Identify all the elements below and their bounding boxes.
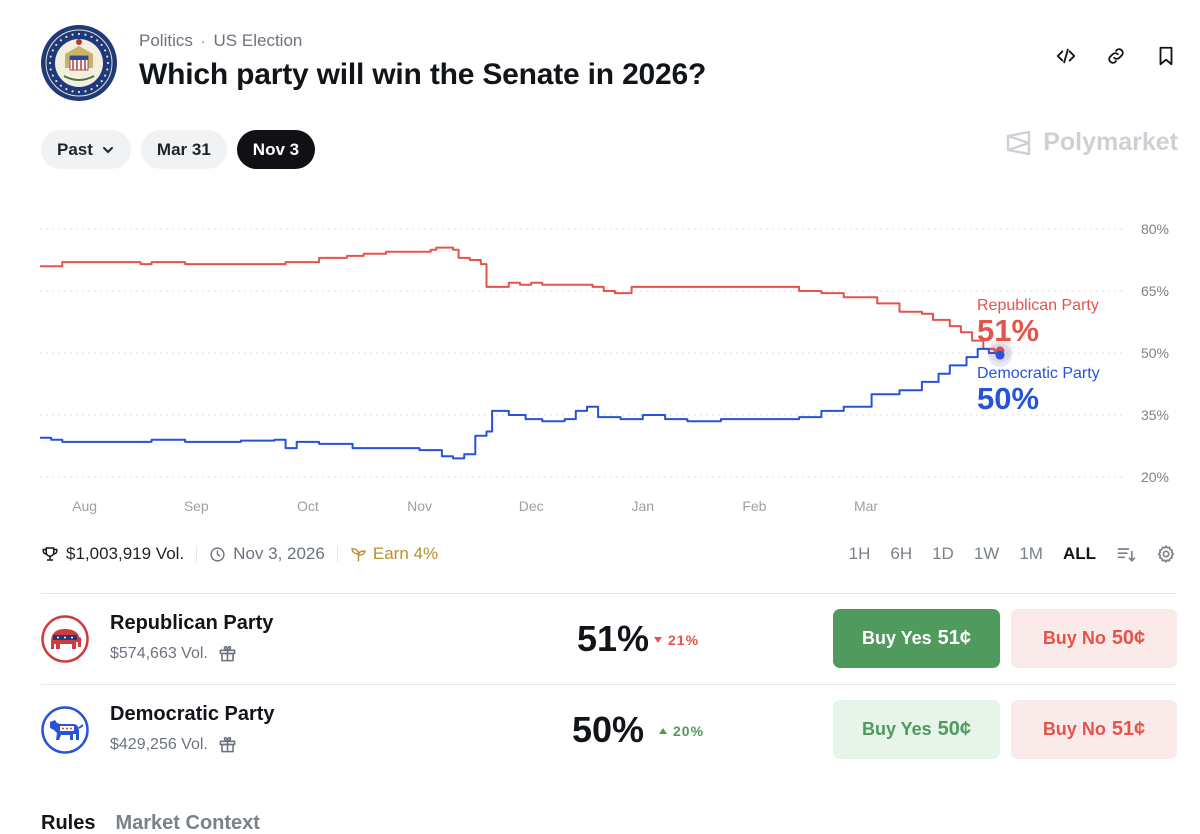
republican-elephant-logo [41, 615, 89, 663]
buy-no-price: 51¢ [1111, 718, 1146, 740]
caret-up-icon [659, 728, 667, 734]
buy-yes-price: 50¢ [937, 718, 972, 740]
breadcrumb-subcategory[interactable]: US Election [213, 31, 303, 50]
x-tick-label: Nov [407, 498, 432, 514]
buy-yes-label: Buy Yes [861, 719, 932, 739]
series-label-name: Republican Party [977, 297, 1099, 314]
outcome-change-up: 20% [658, 723, 704, 739]
buy-yes-button[interactable]: Buy Yes 51¢ [833, 609, 1000, 668]
earn-badge[interactable]: Earn 4% [350, 544, 438, 564]
outcome-change-value: 21% [668, 632, 700, 648]
gear-icon[interactable] [1156, 544, 1176, 564]
end-date: Nov 3, 2026 [209, 544, 325, 564]
range-1d[interactable]: 1D [932, 544, 954, 563]
buy-no-button[interactable]: Buy No 50¢ [1011, 609, 1177, 668]
market-stats: $1,003,919 Vol. Nov 3, 2026 Earn 4% [41, 544, 438, 564]
divider [41, 684, 1177, 685]
chevron-down-icon [102, 146, 113, 153]
buy-yes-price: 51¢ [937, 627, 972, 649]
buy-no-label: Buy No [1042, 628, 1106, 648]
x-tick-label: Oct [297, 498, 319, 514]
x-tick-label: Feb [742, 498, 766, 514]
series-label-value: 50% [977, 381, 1039, 416]
y-tick-label: 65% [1141, 283, 1169, 299]
x-tick-label: Sep [184, 498, 209, 514]
caret-down-icon [654, 637, 662, 643]
polymarket-logo-icon [1007, 130, 1031, 155]
date-pill-nov-3[interactable]: Nov 3 [236, 130, 316, 169]
buy-no-price: 50¢ [1111, 627, 1146, 649]
price-history-chart[interactable]: 80% 65% 50% 35% 20% Aug Sep Oct Nov Dec Jan Feb Mar R… [0, 205, 1200, 525]
sprout-icon [351, 547, 366, 562]
clock-icon [210, 546, 225, 562]
link-icon[interactable] [1104, 44, 1128, 68]
series-label-name: Democratic Party [977, 365, 1100, 382]
x-tick-label: Jan [632, 498, 655, 514]
outcome-row-democratic[interactable]: Democratic Party $429,256 Vol. 50% 20% B… [41, 685, 1177, 775]
breadcrumb-separator: · [200, 33, 206, 49]
divider [41, 593, 1177, 594]
breadcrumb-category[interactable]: Politics [139, 31, 193, 50]
divider [336, 546, 338, 562]
x-tick-label: Aug [72, 498, 97, 514]
outcome-probability: 50% [572, 709, 645, 750]
total-volume-value: $1,003,919 Vol. [66, 544, 185, 563]
embed-icon[interactable] [1054, 44, 1078, 68]
outcome-volume-value: $429,256 Vol. [110, 735, 208, 753]
sort-icon[interactable] [1116, 544, 1136, 564]
detail-tabs: Rules Market Context [41, 812, 260, 834]
outcome-name: Democratic Party [110, 703, 275, 725]
trophy-icon [42, 547, 58, 561]
header-actions [1054, 44, 1178, 68]
outcome-row-republican[interactable]: Republican Party $574,663 Vol. 51% 21% B… [41, 594, 1177, 684]
outcome-volume: $429,256 Vol. [110, 735, 237, 754]
series-label-value: 51% [977, 313, 1039, 348]
series-line-republican [40, 246, 1000, 352]
end-date-value: Nov 3, 2026 [233, 544, 325, 563]
range-1h[interactable]: 1H [848, 544, 871, 563]
breadcrumb: Politics · US Election [139, 31, 302, 51]
series-line-democratic [40, 347, 1001, 460]
tab-market-context[interactable]: Market Context [115, 812, 260, 834]
buy-yes-button[interactable]: Buy Yes 50¢ [833, 700, 1000, 759]
x-tick-label: Dec [519, 498, 544, 514]
date-pill-mar-31[interactable]: Mar 31 [140, 130, 227, 169]
earn-label: Earn 4% [372, 544, 439, 563]
gift-icon[interactable] [218, 644, 237, 663]
y-tick-label: 50% [1141, 345, 1169, 361]
date-filter-row: Past Mar 31 Nov 3 [41, 130, 316, 169]
buy-yes-label: Buy Yes [861, 628, 932, 648]
range-6h[interactable]: 6H [890, 544, 913, 563]
y-tick-label: 80% [1141, 221, 1169, 237]
series-endpoint [995, 350, 1005, 360]
page-title: Which party will win the Senate in 2026? [139, 58, 707, 91]
divider [196, 546, 198, 562]
y-tick-label: 20% [1141, 469, 1169, 485]
outcome-volume: $574,663 Vol. [110, 644, 237, 663]
y-tick-label: 35% [1141, 407, 1169, 423]
buy-no-label: Buy No [1042, 719, 1106, 739]
range-1m[interactable]: 1M [1019, 544, 1043, 563]
outcome-volume-value: $574,663 Vol. [110, 644, 208, 662]
range-all[interactable]: ALL [1062, 544, 1096, 563]
past-label: Past [57, 139, 93, 159]
gift-icon[interactable] [218, 735, 237, 754]
outcome-change-down: 21% [653, 632, 699, 648]
time-range-selector: 1H 6H 1D 1W 1M ALL [849, 544, 1176, 564]
tab-rules[interactable]: Rules [41, 812, 96, 834]
democratic-donkey-logo [41, 706, 89, 754]
buy-no-button[interactable]: Buy No 51¢ [1011, 700, 1177, 759]
polymarket-wordmark: Polymarket [1043, 128, 1178, 156]
outcome-name: Republican Party [110, 612, 274, 634]
past-dropdown[interactable]: Past [41, 130, 131, 169]
outcome-change-value: 20% [673, 723, 705, 739]
outcome-probability: 51% [577, 618, 650, 659]
x-tick-label: Mar [854, 498, 878, 514]
bookmark-icon[interactable] [1154, 44, 1178, 68]
range-1w[interactable]: 1W [973, 544, 1000, 563]
total-volume: $1,003,919 Vol. [41, 544, 184, 564]
senate-seal-logo [41, 25, 117, 101]
polymarket-brand: Polymarket [1005, 128, 1178, 157]
